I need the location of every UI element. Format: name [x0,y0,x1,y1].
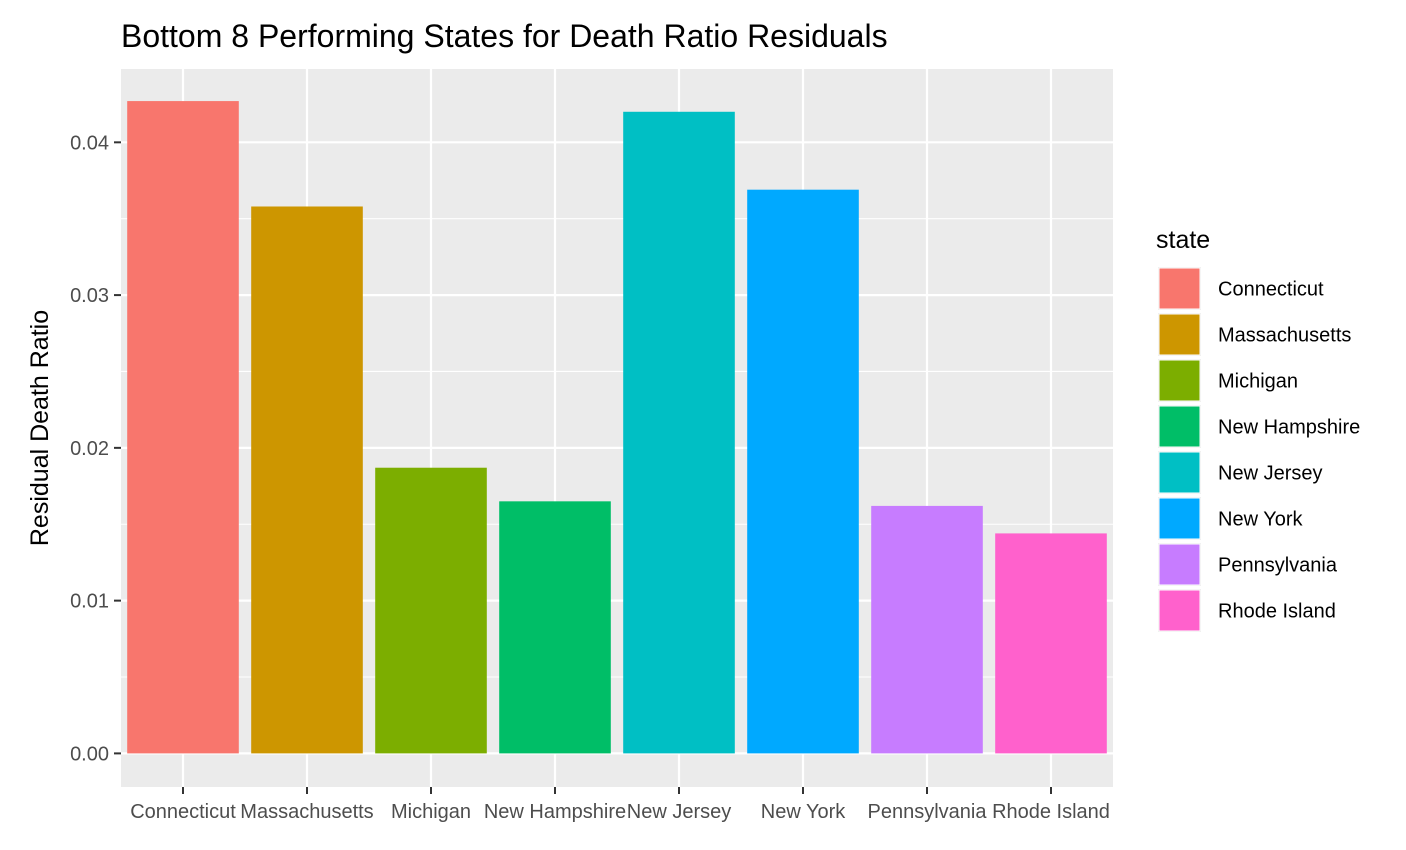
y-tick-label: 0.00 [70,743,109,765]
y-tick-label: 0.03 [70,285,109,307]
bar-massachusetts [251,206,363,754]
bar-new-york [747,189,859,754]
y-axis-title: Residual Death Ratio [26,310,54,546]
legend-label: New Hampshire [1218,417,1360,439]
legend-label: Massachusetts [1218,325,1351,347]
chart-title: Bottom 8 Performing States for Death Rat… [121,18,888,54]
y-tick-label: 0.04 [70,132,109,154]
legend-title: state [1156,226,1210,254]
legend-label: New Jersey [1218,463,1322,485]
x-axis: Connecticut Massachusetts Michigan New Hamp… [130,787,1110,823]
y-tick-label: 0.01 [70,591,109,613]
x-tick-label: New York [761,801,846,823]
legend-swatch [1158,543,1201,586]
legend-label: Rhode Island [1218,601,1336,623]
legend-swatch [1158,497,1201,540]
x-tick-label: Rhode Island [992,801,1110,823]
legend-label: Connecticut [1218,279,1324,301]
legend-swatch [1158,405,1201,448]
bar-new-hampshire [499,501,611,754]
x-tick-label: New Hampshire [484,801,626,823]
x-tick-label: Michigan [391,801,471,823]
legend-swatch [1158,359,1201,402]
legend: state Connecticut Massachusetts Michigan Ne… [1156,226,1360,632]
legend-items: Connecticut Massachusetts Michigan New Hamp… [1158,267,1360,632]
legend-label: Michigan [1218,371,1298,393]
legend-swatch [1158,451,1201,494]
y-tick-label: 0.02 [70,438,109,460]
legend-swatch [1158,313,1201,356]
x-tick-label: Connecticut [130,801,236,823]
bar-connecticut [127,101,239,754]
x-tick-label: Massachusetts [240,801,373,823]
bars [127,101,1107,754]
legend-swatch [1158,267,1201,310]
bar-michigan [375,467,487,754]
x-tick-label: New Jersey [627,801,731,823]
legend-swatch [1158,589,1201,632]
x-tick-label: Pennsylvania [868,801,988,823]
legend-label: New York [1218,509,1303,531]
bar-new-jersey [623,111,735,754]
bar-pennsylvania [871,505,983,754]
legend-label: Pennsylvania [1218,555,1338,577]
y-axis: 0.00 0.01 0.02 0.03 0.04 [70,132,121,765]
bar-rhode-island [995,533,1107,754]
